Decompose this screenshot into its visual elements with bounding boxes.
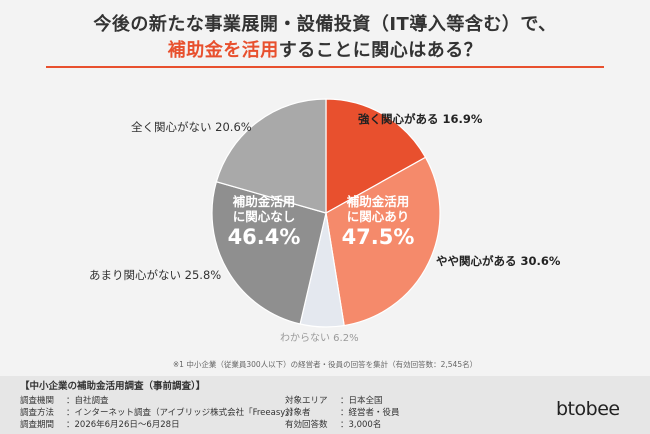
survey-row: 対象エリア ：日本全国 (285, 394, 383, 406)
survey-key: 調査期間 (20, 420, 55, 430)
survey-value: ：経営者・役員 (340, 408, 400, 418)
pie-slice-strong-interest (325, 98, 427, 215)
survey-row: 調査期間 ：2026年6月26日〜6月28日 (20, 418, 180, 430)
slice-label-some-interest: やや関心がある 30.6% (436, 254, 561, 268)
survey-value: ：3,000名 (340, 420, 382, 430)
survey-heading: 【中小企業の補助金活用調査（事前調査）】 (20, 381, 206, 392)
slice-label-unknown: わからない 6.2% (280, 333, 359, 344)
survey-key: 調査機関 (20, 396, 55, 406)
chart-title-line1: 今後の新たな事業展開・設備投資（IT導入等含む）で、 (93, 14, 557, 35)
survey-value: ：インターネット調査（アイブリッジ株式会社「Freeasy」） (66, 408, 299, 418)
survey-row: 調査方法 ：インターネット調査（アイブリッジ株式会社「Freeasy」） (20, 406, 298, 418)
interested-caption-1: 補助金活用 (346, 194, 410, 209)
survey-row: 調査機関 ：自社調査 (20, 394, 109, 406)
survey-key: 調査方法 (20, 408, 55, 418)
interested-percent: 47.5% (341, 225, 415, 249)
not-interested-percent: 46.4% (227, 225, 301, 249)
title-highlight: 補助金を活用 (167, 40, 279, 61)
pie-slice-no-interest (215, 98, 327, 214)
chart-title-line2: 補助金を活用することに関心はある？ (0, 36, 650, 62)
interested-group-label: 補助金活用 に関心あり 47.5% (338, 194, 418, 250)
pie-slice-little-interest (211, 181, 327, 325)
survey-value: ：自社調査 (66, 396, 109, 406)
slice-label-no-interest: 全く関心がない 20.6% (131, 120, 252, 134)
btobee-logo: btobee (556, 398, 620, 420)
footnote: ※1 中小企業（従業員300人以下）の経営者・役員の回答を集計（有効回答数：2,… (172, 360, 478, 369)
not-interested-caption-1: 補助金活用 (232, 194, 296, 209)
survey-value: ：日本全国 (340, 396, 383, 406)
interested-caption-2: に関心あり (346, 209, 410, 224)
survey-key: 対象者 (285, 408, 311, 418)
title-rest: することに関心はある？ (278, 40, 483, 61)
slice-label-strong-interest: 強く関心がある 16.9% (358, 112, 483, 126)
pie-slice-some-interest (325, 156, 441, 327)
not-interested-caption-2: に関心なし (232, 209, 296, 224)
not-interested-group-label: 補助金活用 に関心なし 46.4% (224, 194, 304, 250)
title-underline (46, 66, 604, 68)
survey-info-panel: 【中小企業の補助金活用調査（事前調査）】 調査機関 ：自社調査 調査方法 ：インター… (0, 376, 650, 434)
survey-row: 有効回答数 ：3,000名 (285, 418, 381, 430)
survey-row: 対象者 ：経営者・役員 (285, 406, 400, 418)
survey-key: 対象エリア (285, 396, 328, 406)
survey-value: ：2026年6月26日〜6月28日 (66, 420, 180, 430)
slice-label-little-interest: あまり関心がない 25.8% (89, 268, 222, 282)
survey-key: 有効回答数 (285, 420, 328, 430)
